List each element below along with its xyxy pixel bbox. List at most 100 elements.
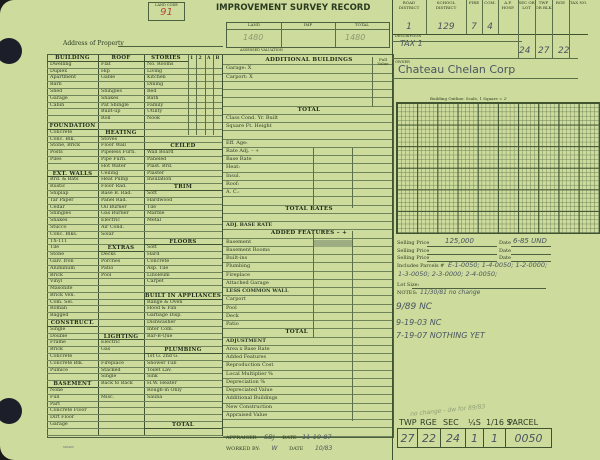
valuation-row[interactable]: Fireplace (223, 272, 392, 280)
valuation-row[interactable] (223, 90, 392, 99)
checklist-row[interactable] (47, 429, 98, 436)
checklist-row[interactable] (144, 130, 222, 137)
checklist-row[interactable]: Metal (144, 218, 222, 225)
valuation-row[interactable]: Rate Adj. – + (223, 148, 392, 156)
checklist-row[interactable] (47, 116, 98, 123)
checklist-row[interactable]: Built-up (98, 109, 144, 117)
checklist-row[interactable] (144, 123, 222, 130)
valuation-row[interactable]: ADJUSTMENT (223, 338, 392, 346)
checklist-row[interactable] (98, 313, 144, 321)
checklist-row[interactable] (144, 232, 222, 239)
valuation-row[interactable]: Area x Base Rate (223, 346, 392, 354)
checklist-row[interactable]: Fireplace (98, 361, 144, 368)
valuation-row[interactable]: Appraised Value (223, 412, 392, 420)
checklist-row[interactable]: H.W. Heater (144, 381, 222, 389)
checklist-row[interactable]: Patio (98, 266, 144, 273)
checklist-row[interactable]: Pipe Furn. (98, 157, 144, 164)
checklist-row[interactable]: Hot Water (98, 164, 144, 171)
checklist-row[interactable]: Double (47, 334, 98, 341)
valuation-row[interactable]: Local Multiplier % (223, 371, 392, 379)
valuation-row[interactable]: A. C.: (223, 189, 392, 198)
checklist-row[interactable]: Stucco (47, 225, 98, 232)
checklist-row[interactable]: Dining (144, 82, 222, 89)
checklist-row[interactable] (98, 402, 144, 409)
checklist-row[interactable]: Full (47, 395, 98, 402)
checklist-row[interactable]: Frame (47, 340, 98, 348)
valuation-row[interactable] (223, 428, 392, 437)
checklist-row[interactable]: Brd. & Bats (47, 177, 98, 185)
checklist-row[interactable]: Gable (98, 75, 144, 83)
checklist-row[interactable]: Hardwood (144, 198, 222, 205)
valuation-row[interactable]: Class Cond. Yr. Built (223, 115, 392, 123)
checklist-row[interactable] (98, 422, 144, 429)
valuation-row[interactable]: Additional Buildings (223, 395, 392, 404)
checklist-row[interactable] (98, 320, 144, 327)
lot-size-field[interactable] (412, 288, 546, 289)
valuation-row[interactable]: Plumbing (223, 263, 392, 272)
checklist-row[interactable]: Paneled (144, 157, 222, 164)
checklist-row[interactable]: Pool (98, 273, 144, 280)
checklist-row[interactable]: Roman (47, 306, 98, 314)
valuation-row[interactable]: Carport (223, 296, 392, 305)
checklist-row[interactable]: Stoves (98, 137, 144, 144)
checklist-row[interactable]: Kitchen (144, 75, 222, 83)
checklist-row[interactable]: Electric (98, 218, 144, 225)
checklist-row[interactable]: Marble (144, 211, 222, 219)
valuation-row[interactable] (223, 420, 392, 429)
checklist-row[interactable]: Floor Rad. (98, 184, 144, 191)
checklist-row[interactable]: Garage (47, 96, 98, 103)
checklist-row[interactable] (98, 239, 144, 246)
checklist-row[interactable]: Sauna (144, 395, 222, 402)
checklist-row[interactable]: Soft (144, 245, 222, 253)
checklist-row[interactable]: Porches (98, 259, 144, 266)
valuation-row[interactable]: Reproduction Cost (223, 362, 392, 371)
checklist-row[interactable]: Rough-in Only (144, 388, 222, 395)
checklist-row[interactable]: Single (47, 327, 98, 334)
checklist-row[interactable]: Panel Rad. (98, 198, 144, 205)
checklist-row[interactable]: Carpet (144, 279, 222, 287)
address-field[interactable] (118, 46, 223, 47)
checklist-row[interactable]: Sink (144, 374, 222, 382)
checklist-row[interactable]: Barn (47, 82, 98, 89)
checklist-row[interactable] (98, 123, 144, 130)
checklist-row[interactable]: Gas (98, 347, 144, 355)
checklist-row[interactable]: Base B. Rad. (98, 191, 144, 198)
valuation-row[interactable]: Garage: X (223, 65, 392, 74)
checklist-row[interactable] (98, 429, 144, 436)
checklist-row[interactable]: Hip (98, 69, 144, 76)
checklist-row[interactable]: Shakes (98, 96, 144, 103)
checklist-row[interactable]: Hard (144, 252, 222, 259)
valuation-row[interactable]: Patio (223, 321, 392, 330)
checklist-row[interactable]: Shiplap (47, 191, 98, 198)
checklist-row[interactable]: Insulation (144, 177, 222, 185)
checklist-row[interactable]: Brick (47, 347, 98, 355)
checklist-row[interactable]: Soft (144, 191, 222, 198)
checklist-row[interactable]: Linoleum (144, 273, 222, 280)
checklist-row[interactable]: Living (144, 69, 222, 76)
checklist-row[interactable]: Pat Shingle (98, 103, 144, 110)
checklist-row[interactable]: Concrete Blk. (47, 361, 98, 368)
checklist-row[interactable] (144, 408, 222, 416)
checklist-row[interactable]: Inter Com. (144, 327, 222, 334)
checklist-row[interactable]: Asp. Tile (144, 266, 222, 273)
checklist-row[interactable]: Piles (47, 157, 98, 164)
checklist-row[interactable]: Tile (144, 205, 222, 212)
checklist-row[interactable]: 1st G. 2nd G. (144, 354, 222, 361)
valuation-row[interactable]: Base Rate (223, 156, 392, 165)
valuation-row[interactable] (223, 82, 392, 90)
checklist-row[interactable]: Hood & Fan (144, 306, 222, 314)
checklist-row[interactable]: Concrete Floor (47, 408, 98, 416)
valuation-row[interactable]: Eff. Age: (223, 140, 392, 148)
checklist-row[interactable]: Shingles (98, 89, 144, 96)
checklist-row[interactable]: Dishwasher (144, 320, 222, 327)
checklist-row[interactable] (144, 402, 222, 409)
checklist-row[interactable] (98, 286, 144, 293)
checklist-row[interactable]: Toilet Lav. (144, 368, 222, 375)
checklist-row[interactable]: Shed (47, 89, 98, 96)
checklist-row[interactable]: Masonite (47, 286, 98, 293)
checklist-row[interactable]: Solar (98, 232, 144, 239)
checklist-row[interactable]: Air Cond. (98, 225, 144, 232)
checklist-row[interactable]: Shingles (47, 211, 98, 219)
checklist-row[interactable]: Bed (144, 89, 222, 96)
valuation-row[interactable]: Carport: X (223, 74, 392, 82)
